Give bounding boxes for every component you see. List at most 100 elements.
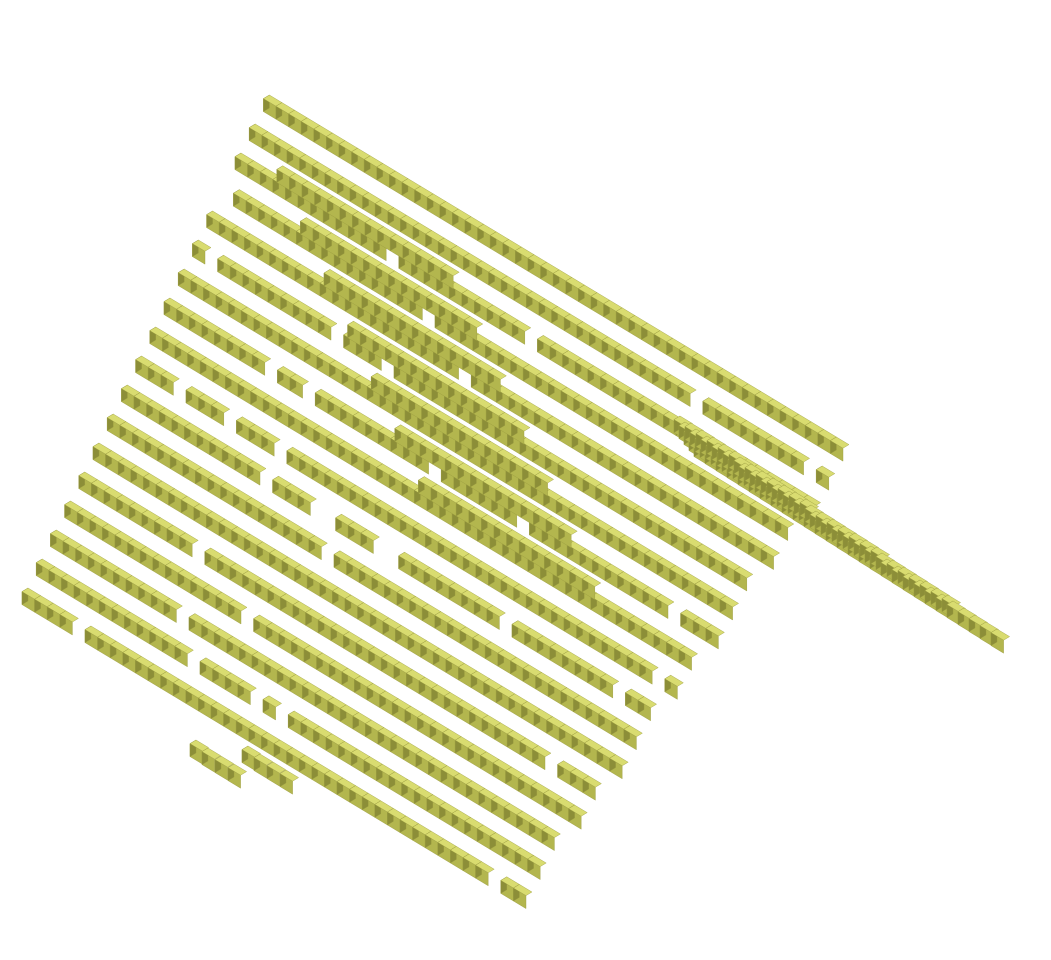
voxel [298,754,319,780]
voxel [267,285,287,311]
voxel [242,570,262,596]
voxel [457,462,477,488]
voxel [551,606,571,632]
voxel [574,658,594,684]
voxel [527,254,547,280]
voxel [399,515,420,541]
voxel [377,226,397,252]
voxel [213,628,234,654]
voxel [368,646,388,672]
voxel [534,471,554,497]
voxel [506,529,526,555]
voxel [280,593,300,619]
voxel [359,328,380,354]
voxel [354,675,374,701]
voxel [498,412,518,437]
voxel [259,167,280,193]
voxel [475,861,495,887]
voxel [192,239,212,265]
voxel [206,511,226,536]
voxel [600,373,620,398]
voxel [89,515,109,541]
voxel [190,276,210,302]
voxel [521,701,541,726]
voxel [325,733,345,759]
voxel [206,210,226,236]
voxel [376,763,396,789]
voxel [697,507,717,532]
voxel [634,469,654,494]
voxel [461,289,481,315]
voxel [214,755,234,781]
voxel [135,355,155,381]
voxel [306,571,327,597]
voxel [601,336,621,362]
voxel [544,452,565,478]
voxel [363,455,383,481]
voxel [587,365,607,391]
voxel [485,341,505,367]
voxel [491,795,511,821]
voxel [258,204,278,230]
voxel [544,552,564,578]
voxel [692,616,713,642]
voxel [609,754,629,780]
voxel [461,589,481,615]
voxel [352,211,372,236]
voxel [440,264,460,290]
voxel [286,146,306,172]
voxel [640,623,661,648]
voxel [445,655,465,681]
voxel [388,771,408,797]
voxel [329,359,349,385]
voxel [385,343,405,369]
voxel [754,391,774,416]
voxel [497,348,517,374]
voxel [267,585,287,611]
voxel [502,239,522,264]
voxel [48,566,68,592]
voxel [199,357,220,382]
voxel [500,876,520,902]
voxel [499,312,519,338]
voxel [253,614,273,640]
voxel [420,640,440,666]
voxel [289,373,309,399]
voxel [468,506,488,532]
voxel [166,524,186,550]
voxel [436,574,456,600]
voxel [694,580,714,606]
voxel [301,180,321,206]
voxel [147,663,167,689]
voxel [510,656,530,682]
voxel [61,573,81,599]
voxel [311,762,331,788]
voxel [289,173,309,198]
voxel [589,328,609,354]
voxel [735,529,755,555]
voxel [344,594,364,620]
voxel [374,299,394,325]
voxel [338,440,358,466]
voxel [165,561,185,587]
voxel [558,523,578,549]
voxel [437,237,458,263]
voxel [604,563,624,589]
voxel [299,454,319,480]
voxel [308,535,328,561]
voxel [421,403,441,428]
voxel [21,587,41,613]
voxel [396,588,416,614]
voxel [300,417,320,443]
voxel [513,283,533,309]
voxel [450,245,470,271]
voxel [171,415,191,440]
voxel [582,775,602,801]
voxel [352,411,372,437]
voxel [448,381,468,407]
voxel [815,465,836,491]
voxel [189,739,209,765]
voxel [532,745,552,771]
voxel [177,569,197,594]
voxel [462,352,482,378]
